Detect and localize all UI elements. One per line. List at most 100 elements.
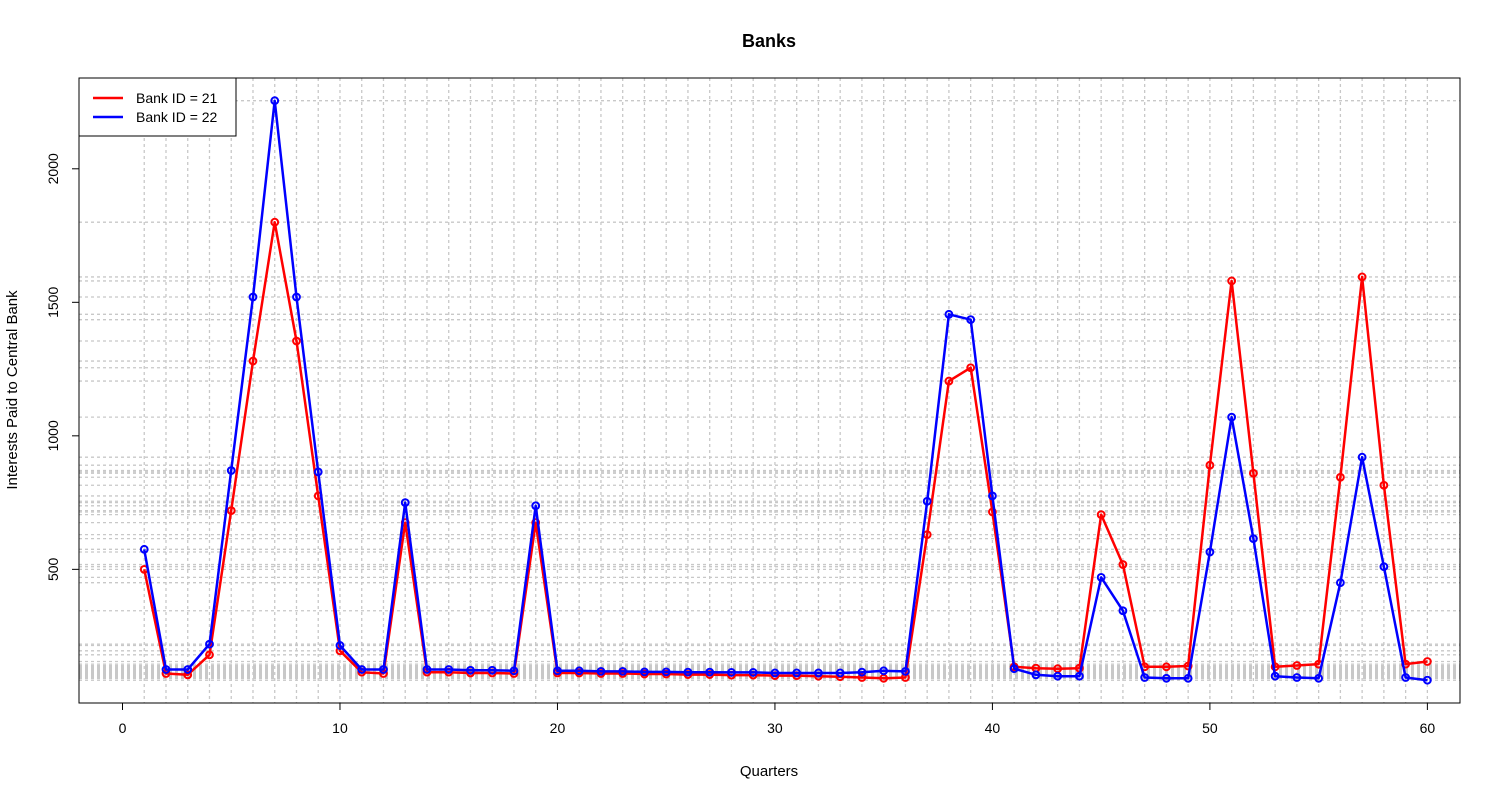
data-point bbox=[944, 309, 954, 319]
data-point bbox=[1422, 675, 1432, 685]
chart-title: Banks bbox=[742, 31, 796, 51]
data-point bbox=[1205, 547, 1215, 557]
data-point bbox=[335, 641, 345, 650]
data-point bbox=[1227, 276, 1237, 286]
data-point bbox=[835, 668, 845, 678]
data-point bbox=[683, 667, 693, 677]
data-point bbox=[1335, 472, 1345, 482]
data-point bbox=[422, 665, 432, 674]
y-axis-label: Interests Paid to Central Bank bbox=[4, 290, 21, 490]
data-point bbox=[988, 507, 997, 517]
data-point bbox=[966, 315, 976, 325]
data-point bbox=[618, 666, 628, 676]
data-point bbox=[183, 665, 193, 674]
x-tick-label: 0 bbox=[119, 720, 127, 736]
data-point bbox=[661, 667, 671, 677]
data-point bbox=[1292, 661, 1302, 670]
data-point bbox=[553, 666, 562, 676]
data-point bbox=[574, 666, 584, 676]
x-axis-label: Quarters bbox=[740, 763, 798, 780]
data-point bbox=[922, 496, 932, 506]
data-point bbox=[1096, 572, 1106, 582]
y-tick-label: 500 bbox=[45, 557, 61, 581]
x-tick-label: 10 bbox=[332, 720, 348, 736]
x-tick-label: 50 bbox=[1202, 720, 1218, 736]
data-point bbox=[444, 665, 454, 674]
data-point bbox=[1379, 562, 1389, 572]
legend: Bank ID = 21 Bank ID = 22 bbox=[78, 77, 237, 137]
data-point bbox=[531, 501, 541, 511]
data-point bbox=[705, 667, 715, 677]
legend-label-1: Bank ID = 21 bbox=[136, 90, 218, 106]
data-point bbox=[988, 491, 997, 501]
data-point bbox=[596, 666, 606, 676]
data-point bbox=[944, 376, 954, 386]
y-tick-label: 1000 bbox=[45, 420, 61, 451]
data-point bbox=[357, 665, 367, 674]
data-point bbox=[313, 467, 323, 477]
data-point bbox=[1162, 673, 1171, 683]
data-point bbox=[1270, 671, 1280, 681]
data-point bbox=[183, 670, 193, 680]
data-point bbox=[292, 336, 301, 346]
axes: 0 10 20 30 40 50 60 500 1000 1500 2000 bbox=[45, 153, 1435, 736]
x-tick-label: 60 bbox=[1420, 720, 1436, 736]
data-point bbox=[248, 356, 258, 366]
data-point bbox=[1292, 673, 1302, 682]
data-point bbox=[1162, 662, 1171, 672]
data-point bbox=[205, 639, 214, 649]
data-point bbox=[1053, 671, 1063, 681]
data-point bbox=[1031, 670, 1041, 680]
data-point bbox=[879, 666, 889, 676]
data-point bbox=[1357, 272, 1367, 282]
data-point bbox=[966, 363, 976, 373]
data-point bbox=[466, 665, 475, 675]
data-point bbox=[400, 498, 410, 507]
data-point bbox=[1379, 480, 1389, 490]
y-tick-label: 2000 bbox=[45, 153, 61, 184]
data-point bbox=[1009, 664, 1019, 674]
data-point bbox=[857, 673, 867, 682]
data-point bbox=[139, 544, 149, 554]
data-point bbox=[1248, 468, 1258, 478]
data-point bbox=[792, 668, 802, 678]
data-point bbox=[487, 665, 497, 675]
data-point bbox=[1183, 661, 1193, 671]
data-point bbox=[1314, 673, 1324, 683]
data-point bbox=[1118, 606, 1128, 616]
legend-label-2: Bank ID = 22 bbox=[136, 109, 218, 125]
data-point bbox=[814, 668, 823, 678]
data-point bbox=[727, 668, 736, 677]
data-point bbox=[270, 96, 280, 106]
data-point bbox=[226, 466, 236, 475]
data-point bbox=[226, 506, 236, 515]
data-point bbox=[1422, 657, 1432, 666]
data-point bbox=[1357, 452, 1367, 462]
data-point bbox=[270, 217, 280, 227]
x-tick-label: 20 bbox=[550, 720, 566, 736]
data-point bbox=[379, 665, 388, 674]
data-point bbox=[1335, 578, 1345, 588]
data-point bbox=[1096, 510, 1106, 520]
data-point bbox=[1183, 673, 1193, 683]
legend-box bbox=[78, 77, 237, 137]
data-point bbox=[1140, 673, 1150, 682]
data-point bbox=[770, 668, 780, 678]
data-point bbox=[748, 668, 758, 677]
data-point bbox=[1248, 534, 1258, 544]
x-tick-label: 30 bbox=[767, 720, 783, 736]
data-point bbox=[1118, 560, 1128, 569]
data-point bbox=[1227, 412, 1237, 422]
grid bbox=[79, 78, 1460, 703]
data-point bbox=[1401, 673, 1411, 682]
data-point bbox=[248, 292, 258, 302]
y-tick-label: 1500 bbox=[45, 287, 61, 318]
data-point bbox=[901, 666, 910, 676]
data-point bbox=[292, 292, 301, 302]
data-point bbox=[161, 665, 171, 674]
series-line-2 bbox=[142, 99, 1428, 682]
data-point bbox=[1205, 460, 1215, 470]
series-layer bbox=[139, 96, 1432, 685]
data-point bbox=[1075, 671, 1084, 681]
